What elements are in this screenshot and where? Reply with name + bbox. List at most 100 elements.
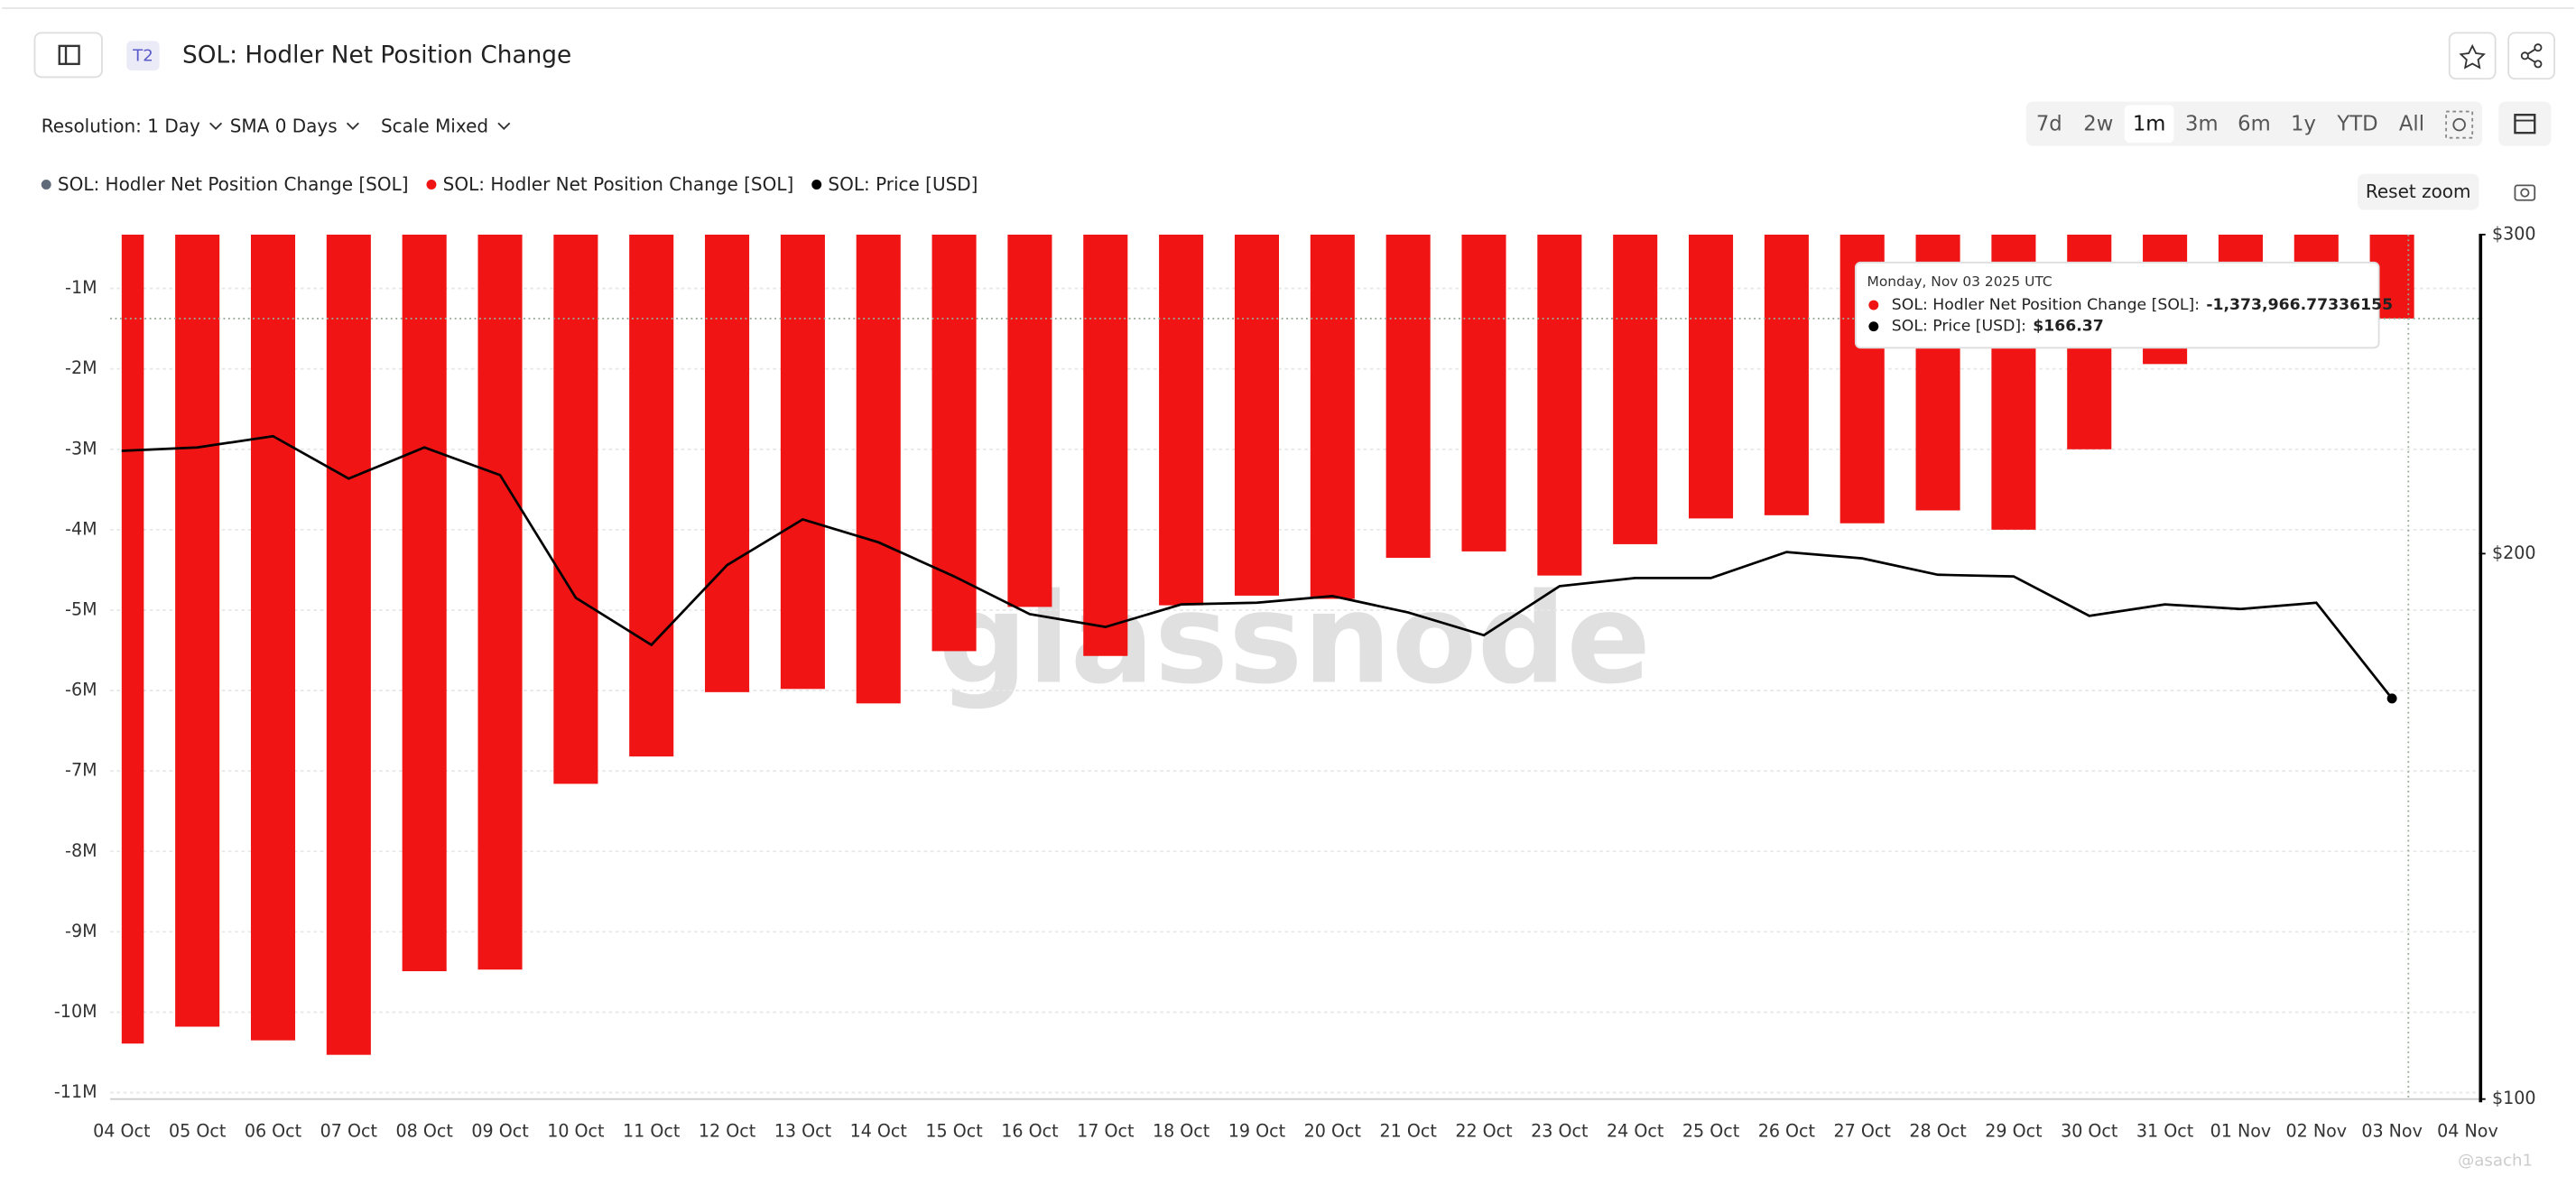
tooltip-separator: : — [2021, 318, 2026, 336]
x-tick-label: 30 Oct — [2061, 1122, 2118, 1142]
legend-label: SOL: Hodler Net Position Change [SOL] — [443, 173, 794, 195]
tooltip-value: $166.37 — [2033, 318, 2104, 336]
bar — [856, 234, 901, 704]
sidebar-button[interactable] — [33, 32, 103, 79]
page-title: SOL: Hodler Net Position Change — [182, 42, 571, 69]
bar — [553, 234, 598, 784]
y-tick-label: -6M — [65, 681, 97, 700]
bar — [1461, 234, 1506, 551]
dropdown[interactable]: SMA 0 Days — [230, 115, 359, 136]
range-button[interactable]: 1m — [2124, 105, 2174, 144]
y-tick-label: -9M — [65, 922, 97, 941]
range-button[interactable]: 7d — [2036, 113, 2062, 136]
y-tick-label: -11M — [54, 1082, 97, 1102]
range-button[interactable]: 1y — [2291, 113, 2316, 136]
y-tick-label: -10M — [54, 1002, 97, 1022]
x-tick-label: 25 Oct — [1682, 1122, 1740, 1142]
y-tick-label: -7M — [65, 761, 97, 781]
legend: SOL: Hodler Net Position Change [SOL] SOL… — [41, 173, 978, 195]
y-tick-label: -5M — [65, 599, 97, 619]
bar — [931, 234, 977, 652]
x-tick-label: 16 Oct — [1001, 1122, 1059, 1142]
legend-item[interactable]: SOL: Hodler Net Position Change [SOL] — [41, 173, 409, 195]
button-frame — [2448, 32, 2497, 80]
dropdown[interactable]: Resolution: 1 Day — [42, 115, 223, 136]
reset-zoom-button[interactable]: Reset zoom — [2357, 173, 2479, 210]
icon — [2452, 117, 2466, 132]
tooltip-name: SOL: Hodler Net Position Change [SOL] — [1892, 296, 2194, 314]
x-tick-label: 24 Oct — [1607, 1122, 1664, 1142]
y-tick-label: -3M — [65, 439, 97, 459]
icon — [58, 44, 80, 66]
x-tick-label: 03 Nov — [2361, 1122, 2423, 1142]
button-frame — [2507, 32, 2555, 80]
bar — [121, 234, 144, 1044]
range-button[interactable]: All — [2399, 113, 2424, 136]
screenshot-button[interactable] — [2514, 184, 2536, 201]
legend-item[interactable]: SOL: Hodler Net Position Change [SOL] — [426, 173, 794, 195]
x-tick-label: 04 Oct — [93, 1122, 151, 1142]
x-tick-label: 06 Oct — [245, 1122, 302, 1142]
range-label: 6m — [2238, 113, 2271, 136]
bar — [402, 234, 447, 972]
bar — [1007, 234, 1052, 607]
badge-bg — [126, 41, 160, 71]
legend-item[interactable]: SOL: Price [USD] — [811, 173, 978, 195]
bar — [629, 234, 674, 757]
bar — [250, 234, 296, 1041]
dropdown[interactable]: Scale Mixed — [381, 115, 511, 136]
tooltip-swatch — [1868, 321, 1879, 332]
y2-tick-label: $300 — [2492, 224, 2536, 244]
bar — [780, 234, 825, 690]
bar — [1385, 234, 1431, 559]
range-label: All — [2399, 113, 2424, 136]
x-tick-label: 12 Oct — [699, 1122, 756, 1142]
tooltip-name: SOL: Price [USD] — [1892, 318, 2021, 336]
zoom-select-button[interactable] — [2445, 110, 2474, 139]
badge: T2 — [132, 47, 153, 66]
x-tick-label: 15 Oct — [925, 1122, 983, 1142]
dropdown-label: Resolution: 1 Day — [42, 115, 200, 136]
bar — [1613, 234, 1658, 544]
x-tick-label: 26 Oct — [1758, 1122, 1816, 1142]
tooltip-separator: : — [2194, 296, 2200, 314]
tooltip-row: SOL: Price [USD]: $166.37 — [1892, 318, 2104, 336]
range-button[interactable]: 6m — [2238, 113, 2271, 136]
range-label: YTD — [2336, 113, 2377, 136]
bar — [1083, 234, 1128, 656]
bar — [1310, 234, 1355, 599]
y-tick-label: -8M — [65, 841, 97, 861]
range-button[interactable]: YTD — [2336, 113, 2377, 136]
range-button[interactable]: 2w — [2083, 113, 2113, 136]
bar — [1234, 234, 1280, 596]
y-tick-label: -1M — [65, 278, 97, 298]
price-line — [121, 434, 2394, 700]
x-tick-label: 19 Oct — [1228, 1122, 1286, 1142]
legend-swatch — [41, 180, 51, 190]
chevron — [346, 122, 359, 130]
x-tick-label: 08 Oct — [396, 1122, 454, 1142]
x-tick-label: 14 Oct — [850, 1122, 908, 1142]
icon — [2445, 110, 2474, 139]
range-button[interactable]: 3m — [2185, 113, 2219, 136]
favorite-button[interactable] — [2448, 32, 2497, 80]
price-point — [2386, 693, 2397, 704]
credit: @asach1 — [2458, 1152, 2533, 1171]
button-frame — [2357, 173, 2479, 210]
x-tick-label: 17 Oct — [1077, 1122, 1135, 1142]
x-tick-label: 09 Oct — [471, 1122, 529, 1142]
ranges: 7d 2w 1m 3m 6m 1y YTD All — [2036, 105, 2424, 144]
bar — [326, 234, 371, 1055]
range-label: 1y — [2291, 113, 2316, 136]
calendar-button[interactable] — [2498, 101, 2552, 146]
x-tick-label: 07 Oct — [320, 1122, 378, 1142]
tooltip-box — [1854, 261, 2380, 349]
x-tick-label: 22 Oct — [1455, 1122, 1513, 1142]
tooltip-value: -1,373,966.77336155 — [2206, 296, 2393, 314]
share-button[interactable] — [2507, 32, 2555, 80]
plot: -1M -2M -3M -4M -5M -6M -7M -8M -9M -10M -11M $100 $… — [54, 224, 2536, 1141]
legend-swatch — [426, 180, 437, 190]
x-tick-label: 18 Oct — [1153, 1122, 1210, 1142]
